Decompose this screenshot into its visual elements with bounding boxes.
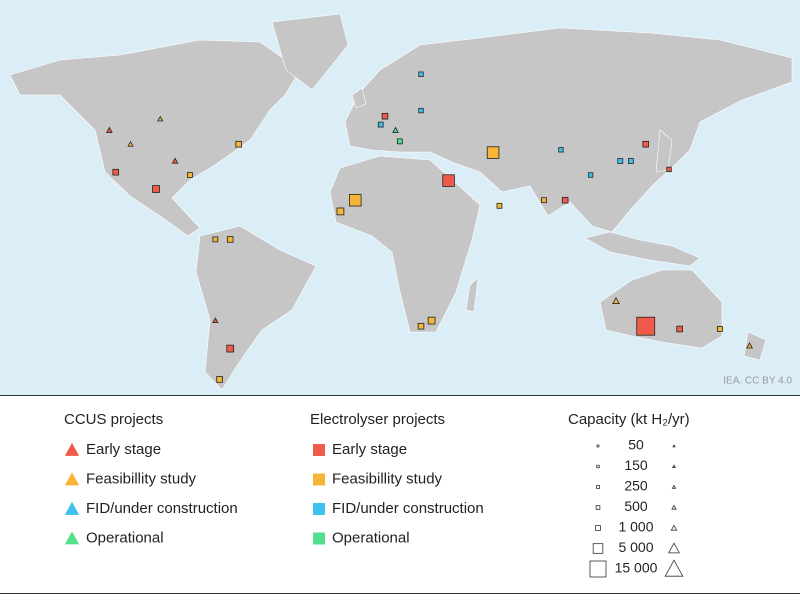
legend-label: Operational (332, 529, 410, 546)
legend-swatch (64, 531, 80, 545)
capacity-triangle (670, 524, 678, 531)
capacity-square (596, 444, 600, 448)
ccus-marker (171, 157, 179, 164)
legend-label: FID/under construction (86, 500, 238, 517)
electrolyser-marker (212, 236, 219, 243)
capacity-square (595, 525, 601, 531)
capacity-square (589, 560, 607, 578)
capacity-triangle (671, 504, 677, 510)
capacity-square (596, 464, 600, 469)
electrolyser-marker (617, 158, 624, 164)
electrolyser-marker (226, 236, 234, 243)
legend-swatch (64, 472, 80, 486)
electrolyser-marker (418, 107, 424, 114)
capacity-label: 500 (624, 498, 648, 514)
capacity-triangle (672, 444, 676, 448)
electrolyser-marker (587, 172, 594, 178)
legend-swatch (313, 444, 325, 456)
electrolyser-marker (235, 140, 242, 148)
capacity-triangle (664, 559, 684, 577)
electrolyser-marker (642, 140, 649, 148)
capacity-label: 150 (624, 457, 648, 473)
electrolyser-marker (336, 207, 345, 216)
credit: IEA. CC BY 4.0 (723, 376, 792, 387)
ccus-marker (746, 342, 753, 349)
electrolyser-marker (676, 325, 683, 333)
electrolyser-marker (152, 185, 160, 193)
electrolyser-marker (349, 193, 362, 207)
electrolyser-marker (636, 316, 656, 336)
capacity-label: 5 000 (618, 539, 653, 555)
legend-label: Feasibillity study (86, 470, 197, 487)
capacity-triangle (671, 464, 677, 469)
ccus-marker (105, 126, 113, 133)
electrolyser-marker (427, 316, 436, 325)
electrolyser-marker (381, 112, 389, 120)
capacity-square (592, 543, 604, 554)
legend-title: CCUS projects (64, 411, 163, 428)
legend-swatch (64, 501, 80, 515)
electrolyser-marker (541, 197, 547, 204)
electrolyser-marker (112, 168, 119, 176)
ccus-marker (212, 317, 219, 324)
electrolyser-marker (377, 121, 384, 128)
electrolyser-marker (417, 322, 425, 330)
capacity-triangle (671, 484, 677, 489)
legend-label: Early stage (86, 441, 161, 458)
legend-title: Electrolyser projects (310, 411, 445, 428)
electrolyser-marker (187, 172, 193, 178)
legend-label: Early stage (332, 441, 407, 458)
electrolyser-marker (496, 202, 503, 209)
legend-label: FID/under construction (332, 500, 484, 517)
ccus-marker (392, 126, 399, 133)
project-markers (105, 71, 753, 383)
electrolyser-marker (666, 166, 672, 173)
capacity-label: 50 (628, 437, 644, 453)
electrolyser-marker (717, 326, 723, 332)
legend-swatch (313, 503, 325, 515)
capacity-label: 1 000 (618, 519, 653, 535)
legend: Early stage Early stage Feasibillity study… (64, 437, 684, 578)
capacity-label: 15 000 (615, 560, 658, 576)
capacity-label: 250 (624, 478, 648, 494)
electrolyser-marker (486, 146, 500, 159)
electrolyser-marker (396, 138, 403, 145)
electrolyser-marker (628, 158, 634, 164)
capacity-square (595, 505, 601, 510)
legend-swatch (313, 473, 325, 486)
legend-swatch (313, 532, 325, 545)
electrolyser-marker (226, 344, 235, 353)
land (9, 13, 793, 391)
capacity-square (596, 485, 600, 489)
electrolyser-marker (216, 376, 223, 383)
ccus-marker (127, 140, 134, 147)
electrolyser-marker (442, 174, 455, 187)
electrolyser-marker (418, 71, 424, 77)
ccus-marker (157, 115, 164, 122)
capacity-triangle (668, 542, 680, 554)
legend-label: Operational (86, 529, 164, 546)
ccus-marker (612, 297, 620, 304)
legend-title: Capacity (kt H₂/yr) (568, 411, 690, 428)
electrolyser-marker (558, 147, 564, 153)
legend-swatch (64, 442, 80, 456)
legend-label: Feasibillity study (332, 470, 443, 487)
electrolyser-marker (561, 196, 569, 204)
